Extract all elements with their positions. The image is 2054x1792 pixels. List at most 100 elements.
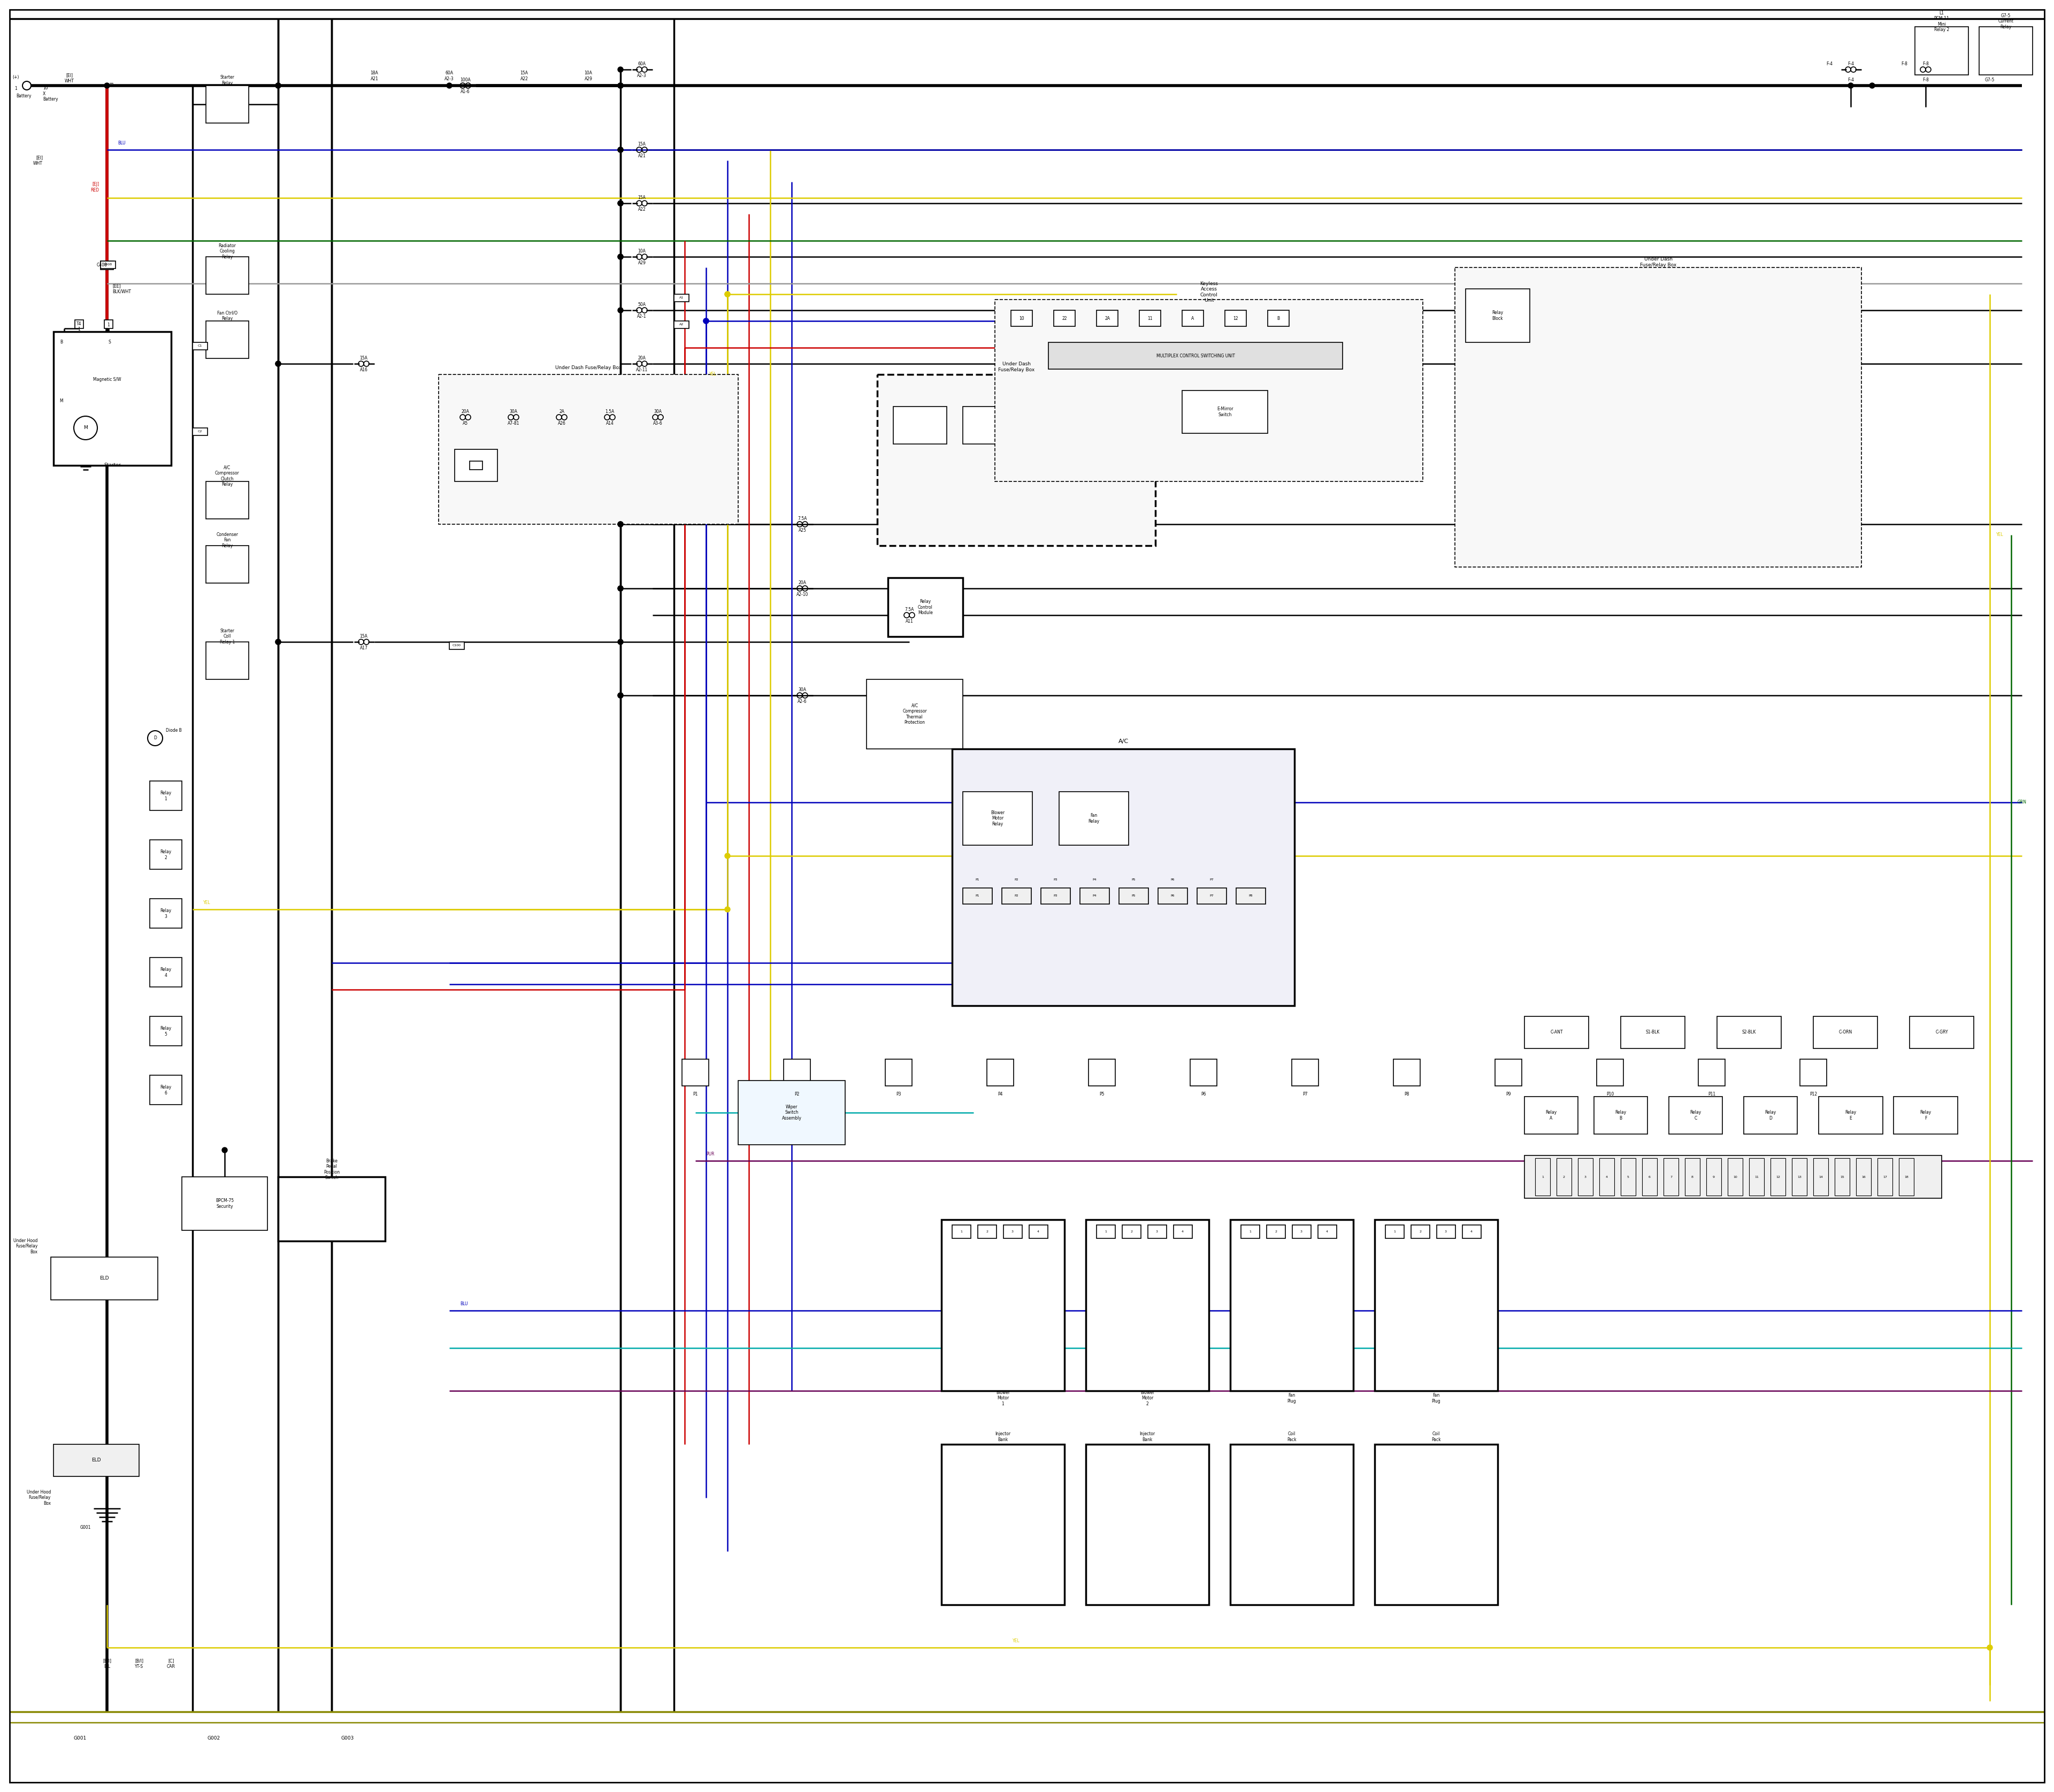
Text: C1: C1 xyxy=(197,344,201,348)
Text: 1: 1 xyxy=(1393,1229,1395,1233)
Text: Fan
Plug: Fan Plug xyxy=(1288,1392,1296,1403)
Text: C100: C100 xyxy=(452,645,460,647)
Text: Condenser
Fan
Relay: Condenser Fan Relay xyxy=(216,532,238,548)
Text: P4: P4 xyxy=(998,1091,1002,1097)
Circle shape xyxy=(725,292,729,297)
Bar xyxy=(1641,1158,1658,1195)
Circle shape xyxy=(725,292,729,297)
Bar xyxy=(737,1081,844,1145)
Text: 50A: 50A xyxy=(639,303,645,306)
Text: 2: 2 xyxy=(1130,1229,1132,1233)
Circle shape xyxy=(275,82,281,88)
Text: Under Dash
Fuse/Relay Box: Under Dash Fuse/Relay Box xyxy=(1639,256,1676,267)
Bar xyxy=(1834,1158,1851,1195)
Text: S: S xyxy=(109,340,111,344)
Text: 1: 1 xyxy=(78,328,80,332)
Bar xyxy=(1467,289,1530,342)
Text: P7: P7 xyxy=(1210,878,1214,882)
Text: Under Hood
Fuse/Relay
Box: Under Hood Fuse/Relay Box xyxy=(27,1489,51,1505)
Text: A3-6: A3-6 xyxy=(653,421,663,426)
Text: ELD: ELD xyxy=(101,1276,109,1281)
Text: P2: P2 xyxy=(1015,878,1019,882)
Bar xyxy=(1374,1444,1497,1606)
Circle shape xyxy=(618,66,622,72)
Bar xyxy=(1158,889,1187,903)
Text: Starter
Coll
Relay 1: Starter Coll Relay 1 xyxy=(220,629,234,645)
Text: P7: P7 xyxy=(1210,894,1214,898)
Text: F-8: F-8 xyxy=(1923,77,1929,82)
Text: S1-BLK: S1-BLK xyxy=(1645,1030,1660,1034)
Bar xyxy=(1011,310,1033,326)
Text: MULTIPLEX CONTROL SWITCHING UNIT: MULTIPLEX CONTROL SWITCHING UNIT xyxy=(1156,353,1234,358)
Text: A2-6: A2-6 xyxy=(797,699,807,704)
Text: Injector
Bank: Injector Bank xyxy=(994,1432,1011,1443)
Text: BLU: BLU xyxy=(460,1301,468,1306)
Bar xyxy=(1462,1226,1481,1238)
Bar xyxy=(74,321,84,328)
Circle shape xyxy=(618,254,622,260)
Text: F-8: F-8 xyxy=(1923,61,1929,66)
Text: 12: 12 xyxy=(1232,315,1239,321)
Text: T1: T1 xyxy=(109,82,115,88)
Circle shape xyxy=(702,319,709,324)
Bar xyxy=(1534,1158,1551,1195)
Bar xyxy=(785,1059,811,1086)
Text: Wiper
Switch
Assembly: Wiper Switch Assembly xyxy=(783,1104,801,1120)
Bar xyxy=(1727,1158,1742,1195)
Text: [EJ]
RED: [EJ] RED xyxy=(90,183,99,192)
Text: A16: A16 xyxy=(359,367,368,373)
Text: Fan Ctrl/O
Relay: Fan Ctrl/O Relay xyxy=(218,310,238,321)
Circle shape xyxy=(618,308,622,314)
Circle shape xyxy=(618,201,622,206)
Text: P1: P1 xyxy=(976,878,980,882)
Text: 3: 3 xyxy=(1584,1176,1586,1177)
Bar xyxy=(1267,310,1290,326)
Bar xyxy=(1898,1158,1914,1195)
Text: F-4: F-4 xyxy=(1847,77,1855,82)
Text: Relay
E: Relay E xyxy=(1844,1109,1857,1120)
Text: A14: A14 xyxy=(606,421,614,426)
Bar xyxy=(183,1177,267,1231)
Bar xyxy=(205,321,249,358)
Text: 10A: 10A xyxy=(639,249,645,254)
Text: YEL: YEL xyxy=(203,901,212,905)
Bar xyxy=(1436,1226,1456,1238)
Text: 30A: 30A xyxy=(799,688,807,692)
Text: 2: 2 xyxy=(1276,1229,1278,1233)
Text: M: M xyxy=(60,400,64,403)
Text: M: M xyxy=(84,425,88,430)
Text: ELD: ELD xyxy=(92,1459,101,1462)
Bar xyxy=(1140,310,1161,326)
Text: Relay
A: Relay A xyxy=(1545,1109,1557,1120)
Bar xyxy=(1814,1016,1877,1048)
Bar xyxy=(150,840,183,869)
Text: P2: P2 xyxy=(795,1091,799,1097)
Text: A25: A25 xyxy=(799,529,807,532)
Text: Relay
C: Relay C xyxy=(1690,1109,1701,1120)
Text: Magnetic S/W: Magnetic S/W xyxy=(92,378,121,382)
Bar xyxy=(101,262,115,269)
Text: Relay
3: Relay 3 xyxy=(160,909,170,919)
Text: 12: 12 xyxy=(1777,1176,1781,1177)
Text: L1
PCM-11
Mini
Relay 2: L1 PCM-11 Mini Relay 2 xyxy=(1935,11,1949,32)
Bar xyxy=(1374,1220,1497,1391)
Text: 1: 1 xyxy=(107,323,109,328)
Bar xyxy=(105,321,113,328)
Text: 2A: 2A xyxy=(559,410,565,414)
Text: C408: C408 xyxy=(105,263,113,267)
Circle shape xyxy=(618,82,622,88)
Text: P3: P3 xyxy=(896,1091,902,1097)
Text: 20A: 20A xyxy=(799,581,807,586)
Text: A21: A21 xyxy=(639,154,645,159)
Bar xyxy=(1060,792,1128,846)
Text: Diode B: Diode B xyxy=(166,728,181,733)
Text: F-4: F-4 xyxy=(1847,61,1855,66)
Text: A2-1: A2-1 xyxy=(637,314,647,319)
Bar xyxy=(887,577,963,636)
Text: [EI]
WHT: [EI] WHT xyxy=(33,156,43,165)
Text: C-ANT: C-ANT xyxy=(1551,1030,1563,1034)
Bar xyxy=(1894,1097,1957,1134)
Text: Fan
Relay: Fan Relay xyxy=(1089,814,1099,824)
Bar xyxy=(1596,1059,1623,1086)
Text: 8: 8 xyxy=(1690,1176,1692,1177)
